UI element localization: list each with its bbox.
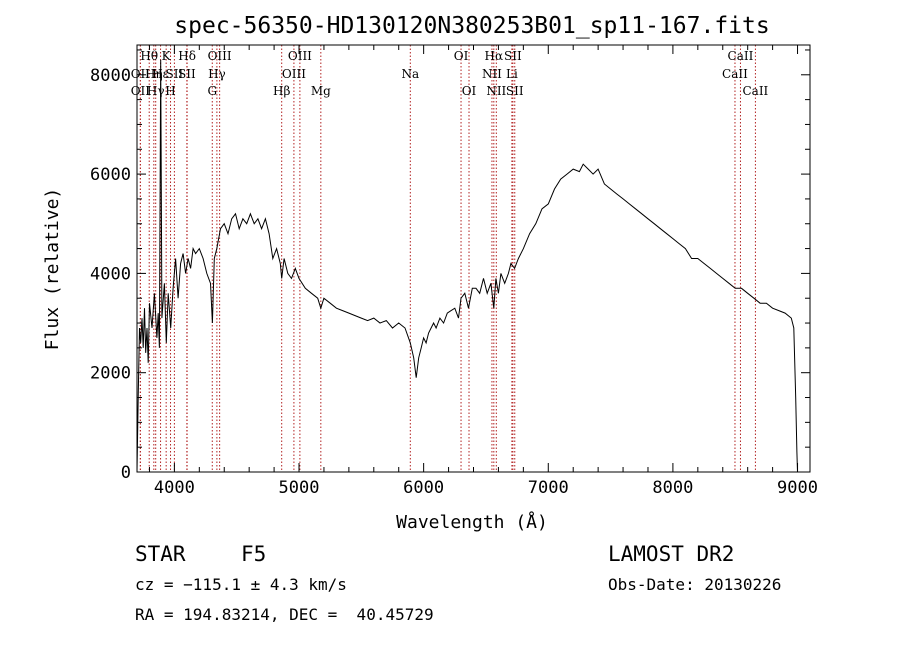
spectrum-line: [136, 59, 798, 473]
y-tick-label: 2000: [90, 364, 131, 384]
y-tick-label: 8000: [90, 66, 131, 86]
spectral-line-label: OII: [131, 67, 151, 81]
spectral-line-label: NII: [482, 67, 502, 81]
spectral-line-label: OI: [462, 84, 477, 98]
spectral-line-label: SII: [166, 67, 184, 81]
plot-frame: [136, 44, 811, 473]
spectral-line-label: CaII: [728, 49, 754, 63]
spectral-line-label: G: [207, 84, 217, 98]
spectral-line-label: CaII: [722, 67, 748, 81]
spectrum-chart: spec-56350-HD130120N380253B01_sp11-167.f…: [42, 13, 818, 533]
spectral-line-markers: [139, 45, 756, 472]
spectral-line-labels: HθOIIHηOIIHεHγKHSIIHδSIIOIIIHγGOIIIOIIIH…: [131, 49, 769, 98]
spectral-line-label: Hγ: [208, 67, 226, 81]
survey-name: LAMOST DR2: [608, 542, 735, 566]
spectral-line-label: K: [162, 49, 172, 63]
spectral-line-label: Mg: [311, 84, 331, 98]
x-tick-label: 7000: [528, 478, 569, 498]
spectral-line-label: Hη: [145, 67, 163, 81]
redshift-velocity: cz = −115.1 ± 4.3 km/s: [135, 575, 347, 594]
x-tick-label: 9000: [777, 478, 818, 498]
object-class: STAR: [135, 542, 186, 566]
x-tick-label: 5000: [279, 478, 320, 498]
spectral-line-label: NII: [486, 84, 506, 98]
spectral-line-label: Na: [401, 67, 419, 81]
spectral-line-label: OIII: [282, 67, 306, 81]
y-axis-ticks: 0 2000 4000 6000 8000: [90, 49, 810, 483]
spectral-line-label: Hδ: [178, 49, 196, 63]
spectral-line-label: OIII: [208, 49, 232, 63]
y-axis-label: Flux (relative): [42, 188, 63, 351]
x-tick-label: 4000: [154, 478, 195, 498]
spectral-line-label: CaII: [742, 84, 768, 98]
spectral-line-label: H: [165, 84, 175, 98]
spectral-line-label: Hβ: [273, 84, 290, 98]
spectral-line-label: Hα: [485, 49, 504, 63]
y-tick-label: 6000: [90, 165, 131, 185]
object-subclass: F5: [241, 542, 267, 566]
x-axis-ticks: 4000 5000 6000 7000 8000 9000: [148, 45, 818, 498]
spectral-line-label: OIII: [288, 49, 312, 63]
y-tick-label: 4000: [90, 264, 131, 284]
spectrum-series: [136, 59, 798, 473]
spectral-line-label: SII: [504, 49, 522, 63]
x-axis-label: Wavelength (Å): [396, 511, 548, 533]
y-tick-label: 0: [121, 463, 131, 483]
x-tick-label: 8000: [652, 478, 693, 498]
spectral-line-label: Li: [506, 67, 518, 81]
spectral-line-label: Hγ: [147, 84, 165, 98]
sky-coordinates: RA = 194.83214, DEC = 40.45729: [135, 605, 434, 624]
x-tick-label: 6000: [403, 478, 444, 498]
spectral-line-label: OII: [131, 84, 151, 98]
observation-date: Obs-Date: 20130226: [608, 575, 782, 594]
spectral-line-label: SII: [506, 84, 524, 98]
spectral-line-label: OI: [454, 49, 469, 63]
spectral-line-label: Hθ: [140, 49, 158, 63]
spectral-line-label: SII: [178, 67, 196, 81]
chart-title: spec-56350-HD130120N380253B01_sp11-167.f…: [174, 13, 769, 39]
